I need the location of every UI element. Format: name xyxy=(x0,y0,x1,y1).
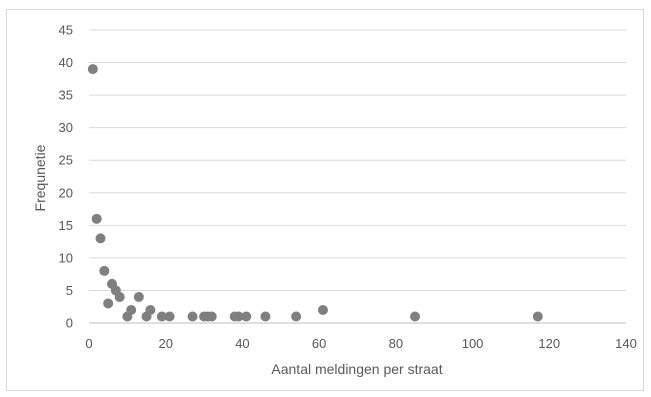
data-point-0-22 xyxy=(260,311,271,322)
data-point-0-4 xyxy=(103,298,114,309)
x-tick-label-40: 40 xyxy=(235,336,249,351)
data-point-0-14 xyxy=(164,311,175,322)
y-tick-label-20: 20 xyxy=(59,185,73,200)
data-point-0-26 xyxy=(532,311,543,322)
data-point-0-15 xyxy=(187,311,198,322)
x-axis-title: Aantal meldingen per straat xyxy=(271,361,442,377)
data-point-0-23 xyxy=(291,311,302,322)
data-point-0-24 xyxy=(317,304,328,315)
x-tick-label-100: 100 xyxy=(462,336,484,351)
x-tick-label-80: 80 xyxy=(389,336,403,351)
x-tick-label-60: 60 xyxy=(312,336,326,351)
data-point-0-0 xyxy=(87,64,98,75)
y-tick-label-25: 25 xyxy=(59,153,73,168)
data-point-0-3 xyxy=(99,265,110,276)
gridlines xyxy=(89,29,626,324)
y-tick-label-40: 40 xyxy=(59,55,73,70)
data-points xyxy=(87,64,543,322)
x-tick-labels: 0 20 40 60 80 100 120 140 xyxy=(85,336,636,351)
data-point-0-18 xyxy=(206,311,217,322)
y-axis-title: Frequnetie xyxy=(32,144,48,211)
data-point-0-20 xyxy=(233,311,244,322)
data-point-0-13 xyxy=(156,311,167,322)
data-point-0-25 xyxy=(410,311,421,322)
x-tick-label-20: 20 xyxy=(158,336,172,351)
y-tick-label-30: 30 xyxy=(59,120,73,135)
data-point-0-21 xyxy=(241,311,252,322)
data-point-0-9 xyxy=(126,304,137,315)
y-tick-label-10: 10 xyxy=(59,250,73,265)
y-tick-label-35: 35 xyxy=(59,88,73,103)
x-tick-label-120: 120 xyxy=(538,336,560,351)
x-tick-label-140: 140 xyxy=(615,336,637,351)
data-point-0-1 xyxy=(91,213,102,224)
data-point-0-2 xyxy=(95,233,106,244)
y-tick-label-45: 45 xyxy=(59,23,73,38)
y-tick-label-15: 15 xyxy=(59,218,73,233)
x-tick-label-0: 0 xyxy=(85,336,92,351)
data-point-0-10 xyxy=(133,291,144,302)
y-tick-label-0: 0 xyxy=(66,316,73,331)
data-point-0-12 xyxy=(145,304,156,315)
y-tick-label-5: 5 xyxy=(66,283,73,298)
chart-frame xyxy=(6,9,644,391)
data-point-0-7 xyxy=(114,291,125,302)
y-tick-labels: 0 5 10 15 20 25 30 35 40 45 xyxy=(59,23,73,331)
